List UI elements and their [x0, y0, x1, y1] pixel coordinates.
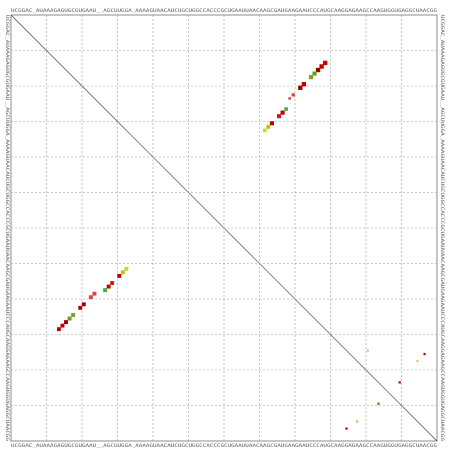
sequence-left: UCGGAC_AUAAAGAGUGCGUGAAU__AGCUUGGA_AAAAG…	[5, 15, 10, 442]
pair-probability	[288, 97, 291, 100]
mfe-pair	[106, 284, 111, 289]
sequence-right: UCGGAC_AUAAAGAGUGCGUGAAU__AGCUUGGA_AAAAG…	[440, 15, 445, 442]
pair-probability	[280, 110, 285, 115]
pair-probability	[263, 128, 267, 133]
lower-pair	[423, 352, 426, 356]
pair-probability	[319, 64, 324, 69]
mfe-pair	[78, 305, 83, 310]
mfe-pair	[71, 313, 76, 317]
mfe-pair	[56, 327, 61, 332]
mfe-pair	[120, 270, 125, 275]
sequence-bottom: UCGGAC_AUAAAGAGUGCGUGAAU__AGCUUGGA_AAAAG…	[11, 443, 438, 448]
mfe-pair	[110, 281, 115, 285]
pair-probability	[312, 71, 317, 76]
lower-pair	[356, 420, 359, 423]
pair-probability	[308, 75, 314, 80]
pair-probability	[315, 67, 321, 73]
mfe-pair	[88, 295, 93, 300]
mfe-pair	[92, 291, 97, 296]
pair-probability	[266, 124, 271, 129]
pair-probability	[298, 85, 303, 90]
mfe-pair	[60, 323, 65, 328]
pair-probability	[284, 107, 288, 111]
mfe-pair	[117, 273, 122, 278]
mfe-pair	[67, 316, 72, 321]
pair-probability	[269, 121, 274, 126]
pair-probability	[301, 82, 307, 87]
mfe-pair	[81, 302, 86, 307]
lower-pair	[366, 349, 369, 352]
pair-probability	[276, 114, 282, 119]
pair-probability	[291, 93, 295, 97]
mfe-pair	[124, 266, 129, 271]
mfe-pair	[103, 288, 108, 293]
sequence-top: UCGGAC_AUAAAGAGUGCGUGAAU__AGCUUGGA_AAAAG…	[11, 8, 438, 13]
pair-probability	[322, 60, 328, 66]
lower-pair	[377, 402, 380, 405]
lower-pair	[345, 427, 348, 430]
lower-pair	[398, 381, 401, 384]
lower-pair	[416, 360, 419, 363]
mfe-pair	[64, 320, 68, 325]
